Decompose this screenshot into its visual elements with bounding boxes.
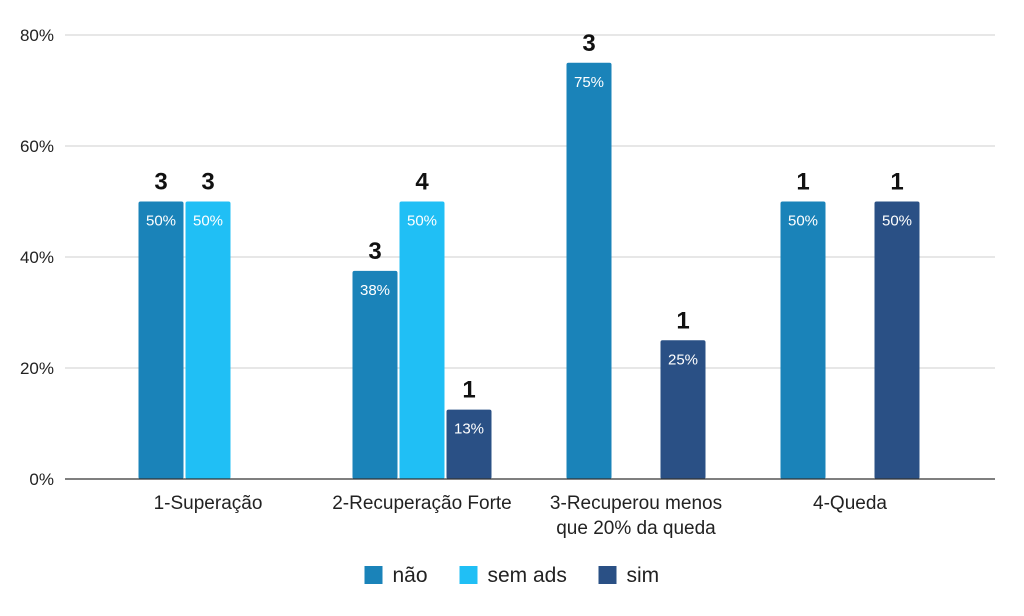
bar-value-label: 38% — [360, 282, 390, 299]
bar-value-label: 75% — [574, 74, 604, 91]
legend-label: não — [393, 564, 428, 587]
bar-count-label: 3 — [201, 169, 214, 196]
bar-value-label: 13% — [454, 421, 484, 438]
bar — [874, 201, 920, 479]
bar-count-label: 1 — [462, 377, 475, 404]
bar-value-label: 50% — [788, 213, 818, 230]
x-category-label: 2-Recuperação Forte — [332, 493, 512, 514]
bar-count-label: 4 — [415, 169, 429, 196]
bar-count-label: 3 — [368, 238, 381, 265]
bar-count-label: 3 — [154, 169, 167, 196]
y-tick-label: 40% — [20, 248, 54, 267]
bar — [446, 409, 492, 479]
bar — [660, 340, 706, 479]
x-category-label: que 20% da queda — [556, 518, 716, 539]
legend-label: sem ads — [488, 564, 567, 587]
y-tick-label: 80% — [20, 26, 54, 45]
bar — [352, 270, 398, 479]
bar-count-label: 1 — [890, 169, 903, 196]
bar-count-label: 3 — [582, 30, 595, 57]
legend-swatch — [598, 566, 617, 584]
legend-label: sim — [627, 564, 660, 587]
x-category-label: 1-Superação — [154, 493, 263, 514]
bar — [138, 201, 184, 479]
bar-value-label: 25% — [668, 351, 698, 368]
bar — [566, 62, 612, 479]
bar-value-label: 50% — [407, 213, 437, 230]
legend-swatch — [364, 566, 383, 584]
x-category-label: 4-Queda — [813, 493, 887, 514]
x-category-label: 3-Recuperou menos — [550, 493, 722, 514]
y-tick-label: 20% — [20, 359, 54, 378]
y-tick-label: 0% — [29, 470, 54, 489]
y-tick-label: 60% — [20, 137, 54, 156]
bar-value-label: 50% — [146, 213, 176, 230]
bar — [185, 201, 231, 479]
bar-count-label: 1 — [796, 169, 809, 196]
bar-count-label: 1 — [676, 307, 689, 334]
bar — [399, 201, 445, 479]
bar-value-label: 50% — [882, 213, 912, 230]
bar-value-label: 50% — [193, 213, 223, 230]
bar — [780, 201, 826, 479]
legend-swatch — [459, 566, 478, 584]
